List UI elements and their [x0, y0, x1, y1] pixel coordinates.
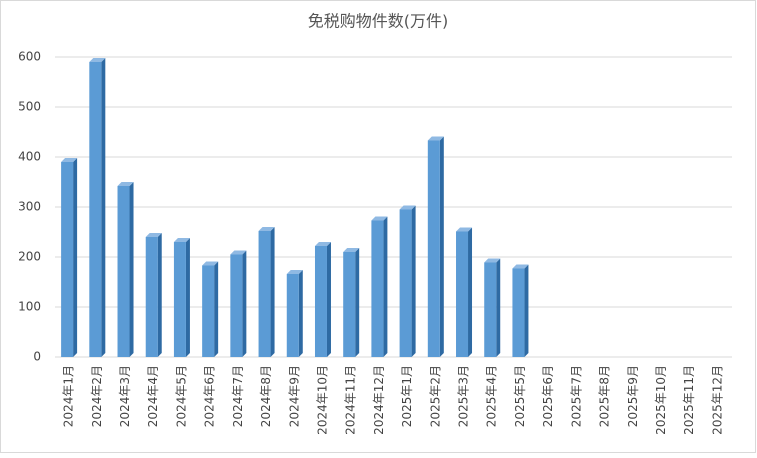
x-tick-label: 2025年8月 — [598, 365, 612, 427]
x-tick-label: 2025年2月 — [428, 365, 442, 427]
x-tick-label: 2025年3月 — [457, 365, 471, 427]
x-tick-label: 2024年6月 — [203, 365, 217, 427]
bar — [314, 242, 331, 357]
x-tick-label: 2025年10月 — [654, 365, 668, 435]
bar — [399, 205, 416, 357]
x-tick-label: 2025年5月 — [513, 365, 527, 427]
x-tick-label: 2025年4月 — [485, 365, 499, 427]
x-tick-label: 2024年12月 — [372, 365, 386, 435]
x-tick-label: 2024年9月 — [287, 365, 301, 427]
y-tick-label: 500 — [18, 100, 41, 114]
bar — [371, 216, 388, 357]
bar — [343, 248, 360, 357]
y-tick-label: 100 — [18, 300, 41, 314]
x-tick-label: 2024年1月 — [62, 365, 76, 427]
x-tick-label: 2024年11月 — [344, 365, 358, 435]
y-tick-label: 600 — [18, 50, 41, 64]
bar — [286, 270, 303, 357]
chart-title: 免税购物件数(万件) — [308, 12, 449, 31]
y-tick-label: 300 — [18, 200, 41, 214]
x-tick-label: 2025年11月 — [682, 365, 696, 435]
x-tick-label: 2024年10月 — [315, 365, 329, 435]
y-tick-label: 0 — [33, 350, 41, 364]
bar — [456, 227, 473, 357]
bar — [512, 264, 529, 357]
y-tick-label: 200 — [18, 250, 41, 264]
y-tick-label: 400 — [18, 150, 41, 164]
x-tick-label: 2025年1月 — [400, 365, 414, 427]
x-tick-label: 2024年3月 — [118, 365, 132, 427]
bar — [258, 227, 275, 357]
bar — [230, 250, 247, 357]
x-tick-label: 2025年9月 — [626, 365, 640, 427]
x-tick-label: 2024年2月 — [90, 365, 104, 427]
x-tick-label: 2024年8月 — [259, 365, 273, 427]
x-tick-label: 2024年7月 — [231, 365, 245, 427]
bar — [61, 158, 78, 357]
bar — [89, 58, 106, 357]
x-tick-label: 2025年6月 — [541, 365, 555, 427]
bar — [117, 182, 134, 357]
bar — [145, 233, 162, 357]
bar — [202, 261, 219, 357]
x-tick-label: 2024年5月 — [174, 365, 188, 427]
x-tick-label: 2025年7月 — [569, 365, 583, 427]
x-tick-label: 2024年4月 — [146, 365, 160, 427]
bar — [427, 136, 444, 357]
bar — [484, 258, 501, 357]
x-tick-label: 2025年12月 — [710, 365, 724, 435]
bar — [173, 238, 190, 357]
